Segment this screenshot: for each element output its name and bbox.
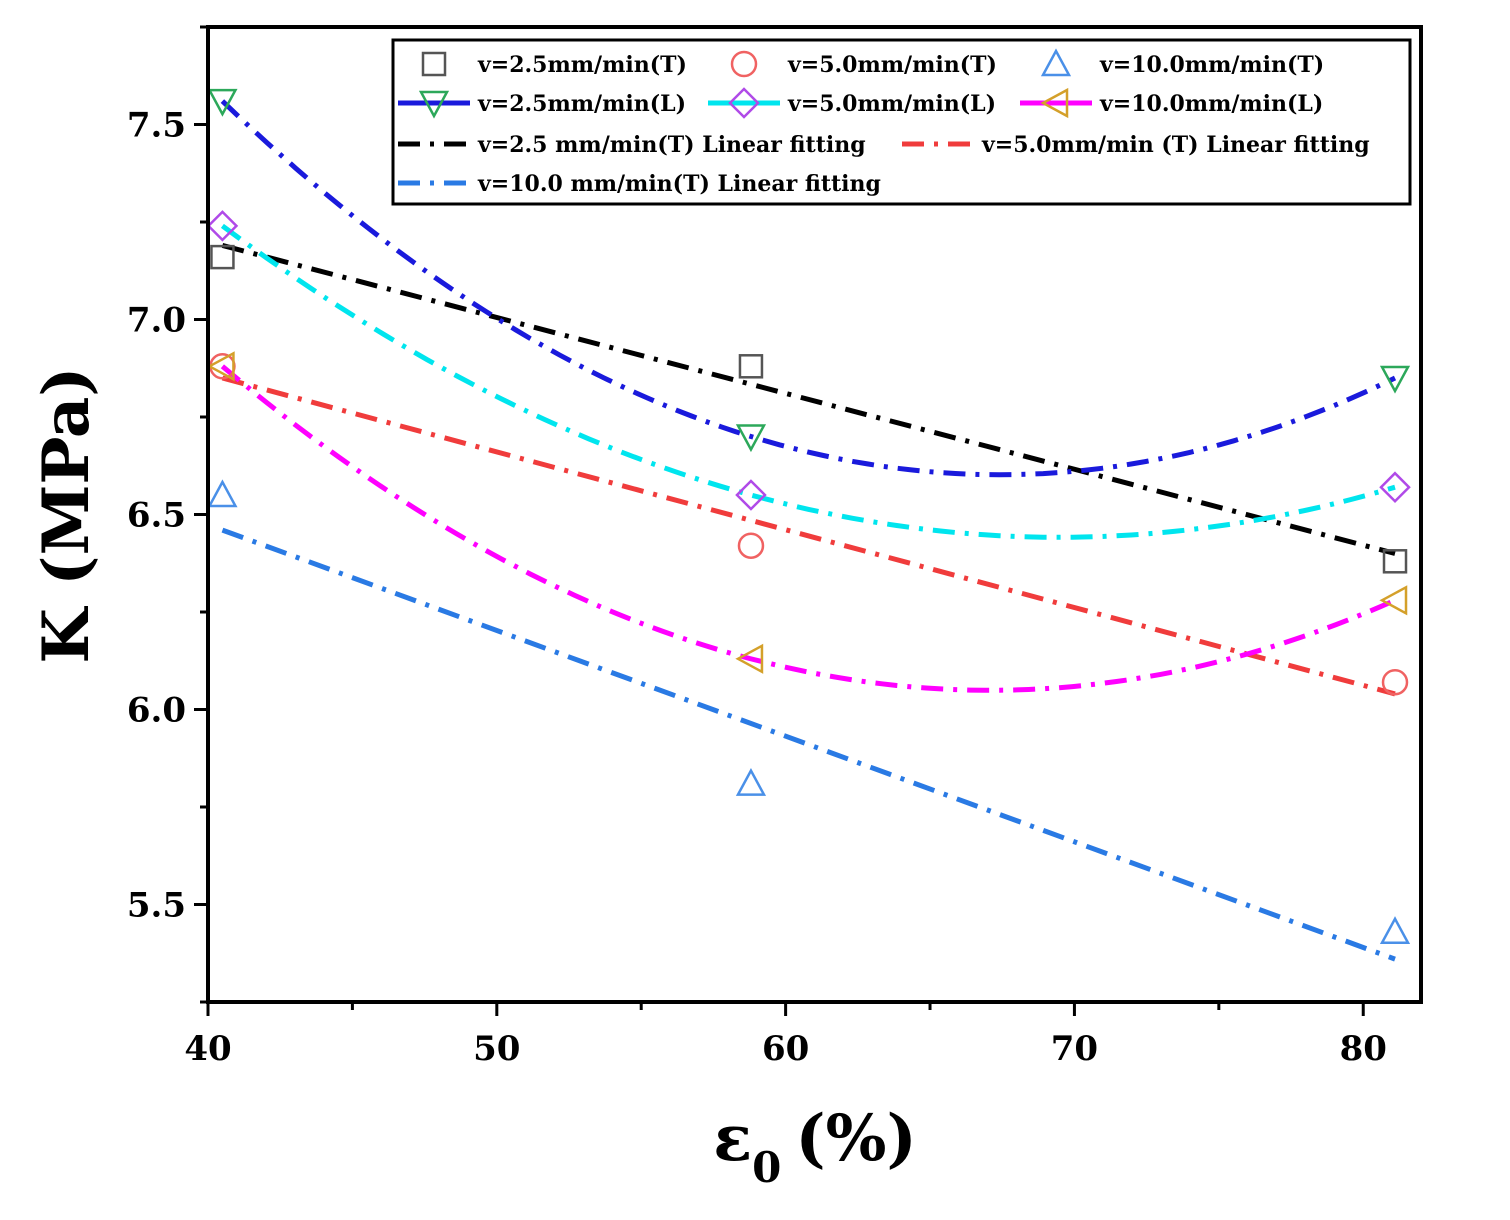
point-v-2-5mm-min-l-2 xyxy=(1379,365,1411,394)
legend-marker-v-10-0mm-min-l xyxy=(1040,87,1069,119)
y-tick-label: 6.5 xyxy=(127,496,186,536)
legend-box xyxy=(391,38,1412,206)
x-tick-label: 40 xyxy=(184,1029,231,1069)
legend-label-v-5-0mm-min-t-linear-fitting: v=5.0mm/min (T) Linear fitting xyxy=(981,132,1370,158)
x-tick-label: 70 xyxy=(1051,1029,1098,1069)
legend-marker-v-2-5mm-min-l xyxy=(418,90,450,119)
point-v-5-0mm-min-l-0 xyxy=(206,210,239,242)
x-axis-title-unit: (%) xyxy=(795,1101,916,1176)
legend-marker-v-10-0mm-min-t xyxy=(1040,48,1072,77)
point-v-10-0mm-min-l-0 xyxy=(206,351,235,382)
point-v-5-0mm-min-l-1 xyxy=(735,479,767,511)
point-v-10-0mm-min-l-2 xyxy=(1379,585,1408,616)
legend-label-v-10-0mm-min-l: v=10.0mm/min(L) xyxy=(1099,91,1323,117)
point-v-10-0mm-min-l-1 xyxy=(735,643,764,674)
plot-frame xyxy=(206,25,1423,1004)
curve-v-5-0mm-min-l xyxy=(220,223,1396,540)
x-tick-label: 60 xyxy=(762,1029,809,1069)
legend-label-v-2-5-mm-min-t-linear-fitting: v=2.5 mm/min(T) Linear fitting xyxy=(477,132,866,158)
curve-lines xyxy=(220,99,1397,693)
x-axis-title-symbol: ε xyxy=(713,1101,752,1176)
y-tick-label: 7.0 xyxy=(127,301,186,341)
fit-lines xyxy=(221,242,1396,962)
legend-label-v-5-0mm-min-l: v=5.0mm/min(L) xyxy=(787,91,996,117)
point-v-2-5mm-min-l-1 xyxy=(735,424,767,453)
legend: v=2.5mm/min(T) v=5.0mm/min(T) v=10.0mm/min… xyxy=(391,38,1412,206)
fit-line-v-2-5-mm-min-t-linear-fitting xyxy=(221,242,1396,556)
y-tick-label: 6.0 xyxy=(127,691,186,731)
axis-ticks: 40 50 60 70 80 5.5 6.0 6.5 7.0 7.5 xyxy=(127,25,1387,1069)
x-axis-title-subscript: 0 xyxy=(752,1143,781,1192)
fit-line-v-10-0-mm-min-t-linear-fitting xyxy=(221,527,1396,962)
y-tick-label: 5.5 xyxy=(127,886,186,926)
y-tick-label: 7.5 xyxy=(127,106,186,146)
legend-label-v-10-0mm-min-t: v=10.0mm/min(T) xyxy=(1099,52,1324,78)
point-v-10-0mm-min-t-1 xyxy=(735,767,767,796)
legend-label-v-2-5mm-min-t: v=2.5mm/min(T) xyxy=(477,52,687,78)
markers xyxy=(206,88,1411,945)
point-v-10-0mm-min-t-2 xyxy=(1379,916,1411,945)
point-v-2-5mm-min-t-2 xyxy=(1382,549,1408,574)
legend-marker-v-5-0mm-min-l xyxy=(728,87,760,119)
point-v-10-0mm-min-t-0 xyxy=(207,479,238,508)
point-v-5-0mm-min-t-2 xyxy=(1381,668,1409,696)
y-axis-title: K (MPa) xyxy=(29,366,104,663)
x-tick-label: 50 xyxy=(473,1029,520,1069)
legend-label-v-5-0mm-min-t: v=5.0mm/min(T) xyxy=(787,52,997,78)
legend-label-v-10-0-mm-min-t-linear-fitting: v=10.0 mm/min(T) Linear fitting xyxy=(477,171,881,197)
legend-marker-v-5-0mm-min-t xyxy=(730,50,758,78)
point-v-5-0mm-min-t-1 xyxy=(737,532,765,559)
point-v-2-5mm-min-l-0 xyxy=(207,88,238,117)
x-axis-title: ε0 (%) xyxy=(713,1101,917,1192)
point-v-2-5mm-min-t-1 xyxy=(738,354,764,379)
curve-v-10-0mm-min-l xyxy=(220,364,1397,693)
curve-v-2-5mm-min-l xyxy=(220,99,1397,478)
legend-label-v-2-5mm-min-l: v=2.5mm/min(L) xyxy=(477,91,686,117)
legend-marker-v-2-5mm-min-t xyxy=(421,51,447,77)
point-v-5-0mm-min-l-2 xyxy=(1379,471,1411,503)
fit-line-v-5-0mm-min-t-linear-fitting xyxy=(221,375,1396,697)
point-v-2-5mm-min-t-0 xyxy=(210,244,235,270)
x-tick-label: 80 xyxy=(1340,1029,1387,1069)
